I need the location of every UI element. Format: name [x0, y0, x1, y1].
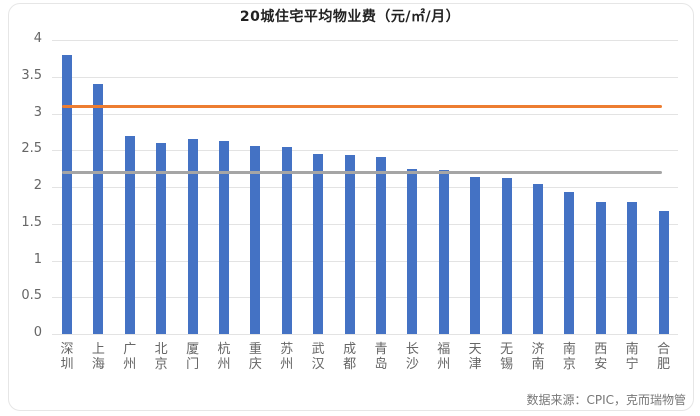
x-tick-label: 天津	[468, 342, 482, 372]
bar	[501, 178, 512, 334]
bar	[658, 211, 669, 334]
x-tick-label: 长沙	[405, 342, 419, 372]
bar	[187, 139, 198, 334]
x-tick-label: 杭州	[217, 342, 231, 372]
x-tick-label: 南京	[562, 342, 576, 372]
x-tick-label: 广州	[123, 342, 137, 372]
y-tick-label: 0.5	[21, 288, 42, 304]
gridline	[52, 223, 678, 225]
y-tick-label: 2	[33, 178, 42, 193]
x-tick-label: 武汉	[311, 342, 325, 372]
x-tick-label: 合肥	[657, 342, 671, 372]
bar	[219, 140, 229, 334]
reference-line	[62, 104, 662, 108]
bar	[438, 170, 449, 334]
x-tick-label: 重庆	[248, 342, 262, 372]
bar	[407, 168, 418, 334]
bar	[313, 153, 324, 334]
bar	[595, 201, 606, 334]
x-tick-label: 成都	[343, 342, 357, 372]
bar	[344, 155, 355, 334]
gridline	[52, 113, 678, 115]
x-tick-label: 北京	[154, 342, 168, 372]
x-tick-label: 青岛	[374, 342, 388, 372]
gridline	[52, 150, 678, 152]
bar	[250, 145, 261, 334]
gridline	[52, 297, 678, 299]
bar	[62, 54, 72, 334]
bar	[156, 142, 167, 334]
bar	[93, 84, 104, 334]
gridline	[52, 40, 678, 41]
bar	[564, 192, 575, 334]
gridline	[52, 334, 678, 335]
x-tick-label: 无锡	[500, 342, 514, 372]
y-tick-label: 2.5	[21, 141, 42, 157]
x-tick-label: 西安	[594, 342, 608, 372]
x-tick-label: 厦门	[186, 342, 200, 372]
bar	[533, 184, 543, 334]
gridline	[52, 187, 678, 188]
bar	[470, 177, 481, 334]
x-tick-label: 上海	[91, 342, 105, 372]
gridline	[52, 76, 678, 78]
x-tick-label: 福州	[437, 342, 451, 372]
bar	[124, 135, 135, 334]
reference-line	[62, 170, 662, 174]
chart-title: 20城住宅平均物业费（元/㎡/月）	[239, 9, 461, 25]
x-tick-label: 深圳	[60, 342, 74, 372]
y-tick-label: 1.5	[21, 214, 42, 230]
x-tick-label: 南宁	[625, 342, 639, 372]
y-tick-label: 0	[33, 325, 42, 340]
y-tick-label: 1	[33, 251, 42, 267]
bar	[627, 202, 638, 334]
y-tick-label: 3	[33, 104, 42, 120]
y-tick-label: 4	[33, 31, 42, 46]
gridline	[52, 260, 678, 262]
bar	[281, 147, 292, 334]
y-tick-label: 3.5	[21, 67, 42, 83]
x-tick-label: 苏州	[280, 342, 294, 372]
bar	[376, 156, 386, 334]
source-note: 数据来源：CPIC，克而瑞物管	[526, 393, 686, 407]
x-tick-label: 济南	[531, 342, 545, 372]
